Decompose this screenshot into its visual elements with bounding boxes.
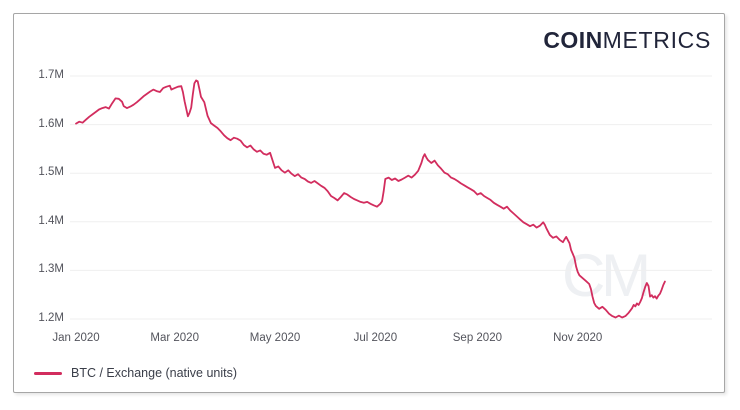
coinmetrics-logo: COINMETRICS	[543, 28, 711, 53]
line-chart	[70, 75, 712, 320]
cm-watermark: CM	[562, 242, 651, 309]
legend-line-swatch	[34, 371, 62, 375]
logo-metrics-text: METRICS	[602, 27, 711, 53]
logo-coin-text: COIN	[543, 27, 603, 53]
chart-card: CM 1.7M 1.6M 1.5M 1.4M 1.3M 1.2M Jan 2020 Mar …	[13, 13, 725, 393]
legend: BTC / Exchange (native units)	[34, 365, 237, 381]
legend-label: BTC / Exchange (native units)	[71, 366, 238, 380]
series-line-btc-exchange	[75, 79, 666, 319]
